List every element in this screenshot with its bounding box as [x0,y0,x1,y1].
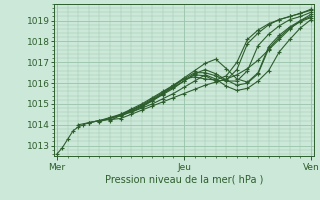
X-axis label: Pression niveau de la mer( hPa ): Pression niveau de la mer( hPa ) [105,175,263,185]
